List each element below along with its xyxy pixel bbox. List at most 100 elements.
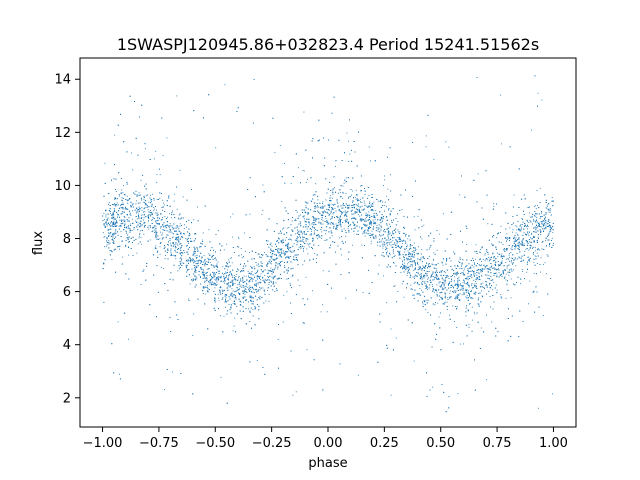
data-point <box>176 95 178 97</box>
data-point <box>203 261 204 263</box>
data-point <box>137 211 139 213</box>
data-point <box>498 269 500 271</box>
data-point <box>463 270 465 272</box>
data-point <box>495 272 497 274</box>
data-point <box>206 261 208 263</box>
data-point <box>480 252 482 253</box>
data-point <box>426 286 428 288</box>
data-point <box>481 247 483 249</box>
data-point <box>442 283 444 285</box>
data-point <box>140 214 142 216</box>
data-point <box>262 276 264 278</box>
data-point <box>303 111 305 113</box>
data-point <box>516 252 518 254</box>
data-point <box>508 258 509 260</box>
data-point <box>474 258 476 260</box>
data-point <box>315 257 317 259</box>
data-point <box>259 289 261 291</box>
data-point <box>131 229 133 231</box>
data-point <box>536 219 537 221</box>
data-point <box>260 275 262 277</box>
data-point <box>113 219 115 221</box>
data-point <box>261 214 263 216</box>
data-point <box>433 252 435 254</box>
data-point <box>299 223 301 225</box>
data-point <box>522 219 523 221</box>
data-point <box>126 227 128 229</box>
data-point <box>250 289 252 291</box>
data-point <box>341 254 343 256</box>
data-point <box>518 257 520 259</box>
data-point <box>445 141 447 143</box>
data-point <box>372 203 374 205</box>
data-point <box>443 285 445 287</box>
data-point <box>151 201 153 203</box>
data-point <box>181 225 183 226</box>
data-point <box>436 275 438 277</box>
data-point <box>456 306 458 308</box>
data-point <box>334 187 335 189</box>
data-point <box>145 204 147 206</box>
data-point <box>381 226 383 228</box>
data-point <box>179 223 181 225</box>
data-point <box>143 217 145 219</box>
data-point <box>129 212 131 214</box>
data-point <box>496 274 498 276</box>
data-point <box>325 233 327 235</box>
data-point <box>103 224 105 226</box>
data-point <box>160 227 162 229</box>
data-point <box>177 244 179 246</box>
data-point <box>510 252 512 254</box>
data-point <box>178 217 180 219</box>
data-point <box>240 279 242 281</box>
data-point <box>322 270 324 272</box>
data-point <box>287 261 289 263</box>
data-point <box>519 230 521 232</box>
data-point <box>468 271 470 273</box>
data-point <box>502 244 504 245</box>
data-point <box>370 204 372 206</box>
data-point <box>130 152 132 154</box>
data-point <box>297 218 299 219</box>
data-point <box>303 232 305 234</box>
data-point <box>392 251 394 253</box>
data-point <box>511 246 513 248</box>
data-point <box>111 259 113 261</box>
data-point <box>457 393 459 395</box>
data-point <box>410 247 411 249</box>
data-point <box>285 237 287 239</box>
data-point <box>368 195 370 196</box>
data-point <box>105 216 107 218</box>
data-point <box>390 394 392 396</box>
data-point <box>115 228 117 230</box>
data-point <box>449 314 450 316</box>
data-point <box>108 201 110 203</box>
data-point <box>129 211 131 213</box>
data-point <box>153 210 155 212</box>
data-point <box>517 233 519 235</box>
data-point <box>313 227 315 229</box>
data-point <box>386 195 388 197</box>
data-point <box>259 295 261 297</box>
data-point <box>330 232 332 234</box>
data-point <box>195 271 197 273</box>
data-point <box>400 246 402 248</box>
data-point <box>475 244 477 246</box>
data-point <box>289 261 291 263</box>
data-point <box>537 407 539 409</box>
data-point <box>114 134 116 136</box>
data-point <box>459 293 461 295</box>
data-point <box>488 256 490 258</box>
data-point <box>471 276 473 278</box>
data-point <box>489 268 491 270</box>
data-point <box>151 231 153 233</box>
data-point <box>457 282 459 284</box>
data-point <box>510 278 512 280</box>
data-point <box>337 205 339 207</box>
data-point <box>519 229 521 231</box>
data-point <box>224 294 226 296</box>
data-point <box>237 246 239 248</box>
data-point <box>190 258 192 260</box>
data-point <box>423 274 425 276</box>
data-point <box>536 252 538 254</box>
